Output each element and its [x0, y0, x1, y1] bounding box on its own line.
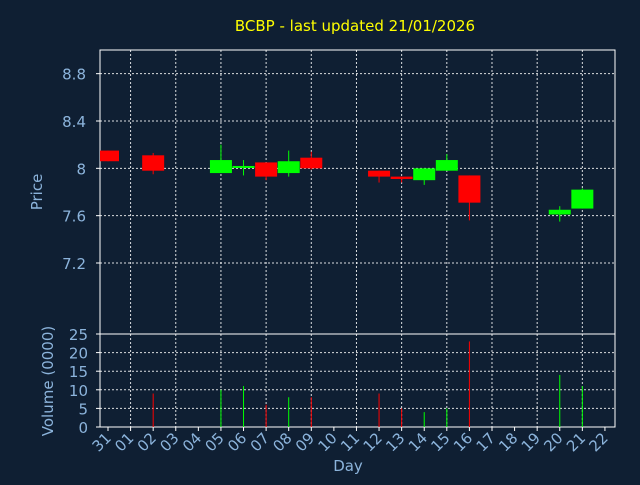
candle-body	[413, 168, 436, 181]
price-y-tick-label: 7.6	[62, 208, 86, 226]
candle-body	[571, 189, 594, 209]
price-y-tick-label: 8	[76, 160, 86, 178]
price-grid	[100, 50, 615, 334]
price-axis-label: Price	[28, 174, 46, 211]
price-y-tick-label: 7.2	[62, 255, 86, 273]
candle-body	[390, 176, 413, 179]
candle-body	[100, 150, 119, 162]
x-tick-labels: 3101020304050607080910111213141516171819…	[89, 427, 612, 455]
candle-body	[368, 170, 391, 177]
volume-y-tick-label: 5	[78, 400, 88, 418]
volume-y-tick-label: 15	[69, 363, 88, 381]
volume-bars	[152, 341, 583, 427]
candles	[100, 144, 594, 222]
candle-body	[255, 162, 278, 177]
candle-body	[232, 165, 255, 168]
volume-axis-label: Volume (0000)	[39, 326, 57, 436]
volume-y-tick-label: 25	[69, 326, 88, 344]
candle-body	[548, 209, 571, 215]
volume-y-tick-label: 20	[69, 345, 88, 363]
candle-body	[209, 160, 232, 174]
candle-body	[458, 175, 481, 203]
candle-body	[142, 155, 165, 171]
price-y-tick-labels: 8.8 8.4 8 7.6 7.2	[62, 66, 100, 273]
candle-body	[277, 161, 300, 174]
x-axis-label: Day	[333, 457, 363, 475]
candle-body	[435, 160, 458, 171]
volume-panel-frame	[99, 333, 616, 428]
candle-body	[300, 157, 323, 169]
price-y-tick-label: 8.8	[62, 66, 86, 84]
chart-title: BCBP - last updated 21/01/2026	[235, 17, 475, 35]
volume-y-tick-label: 0	[78, 419, 88, 437]
volume-y-tick-label: 10	[69, 382, 88, 400]
price-y-tick-label: 8.4	[62, 113, 86, 131]
